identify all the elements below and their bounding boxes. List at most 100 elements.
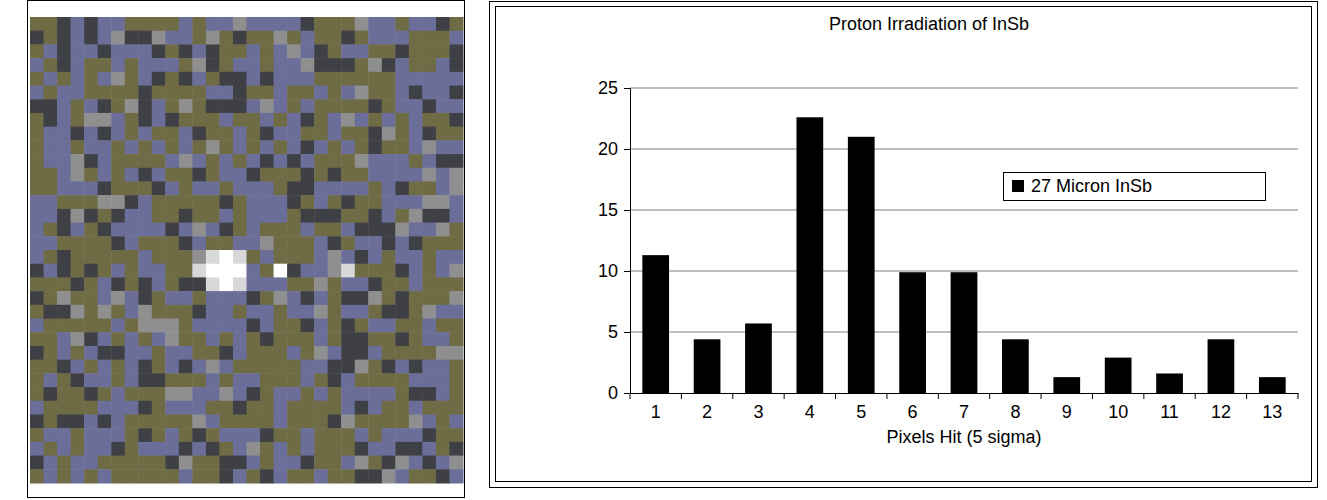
image-pixel: [422, 414, 436, 428]
image-pixel: [382, 373, 396, 387]
image-pixel: [355, 181, 369, 195]
image-pixel: [71, 360, 85, 374]
image-pixel: [30, 113, 44, 127]
image-pixel: [30, 401, 44, 415]
image-pixel: [44, 44, 58, 58]
image-pixel: [98, 113, 112, 127]
image-pixel: [57, 44, 71, 58]
image-pixel: [44, 209, 58, 223]
image-pixel: [314, 99, 328, 113]
image-pixel: [30, 277, 44, 291]
image-pixel: [179, 360, 193, 374]
image-pixel: [98, 442, 112, 456]
image-pixel: [341, 401, 355, 415]
image-pixel: [30, 72, 44, 86]
image-pixel: [179, 277, 193, 291]
image-pixel: [30, 140, 44, 154]
image-pixel: [44, 428, 58, 442]
image-pixel: [301, 264, 315, 278]
x-tick-label: 5: [856, 402, 866, 422]
image-pixel: [260, 401, 274, 415]
image-pixel: [138, 236, 152, 250]
image-pixel: [328, 250, 342, 264]
image-pixel: [409, 387, 423, 401]
y-tick-mark: [624, 88, 630, 89]
y-tick-label: 0: [608, 383, 618, 403]
image-pixel: [30, 428, 44, 442]
image-pixel: [368, 168, 382, 182]
image-pixel: [355, 58, 369, 72]
image-pixel: [125, 44, 139, 58]
y-tick: 0: [608, 383, 630, 403]
image-pixel: [165, 99, 179, 113]
image-pixel: [165, 44, 179, 58]
image-pixel: [98, 44, 112, 58]
image-pixel: [422, 17, 436, 31]
image-pixel: [409, 44, 423, 58]
chart-svg: Proton Irradiation of InSb05101520251234…: [0, 0, 1327, 500]
image-pixel: [395, 72, 409, 86]
image-pixel: [179, 44, 193, 58]
x-tick: 5: [856, 393, 866, 422]
image-pixel: [382, 168, 396, 182]
image-pixel: [206, 195, 220, 209]
image-pixel: [98, 86, 112, 100]
chart-panel-inner-frame: [496, 7, 1312, 482]
x-tick-label: 8: [1010, 402, 1020, 422]
image-pixel: [260, 360, 274, 374]
image-pixel: [44, 140, 58, 154]
chart-panel-frame: [490, 2, 1318, 488]
image-pixel: [192, 44, 206, 58]
image-pixel: [206, 401, 220, 415]
image-pixel: [368, 154, 382, 168]
image-pixel: [314, 264, 328, 278]
image-pixel: [382, 332, 396, 346]
image-pixel: [368, 181, 382, 195]
image-pixel: [179, 113, 193, 127]
image-pixel: [260, 264, 274, 278]
image-pixel: [422, 86, 436, 100]
image-pixel: [395, 209, 409, 223]
image-pixel: [219, 72, 233, 86]
image-pixel: [274, 360, 288, 374]
image-pixel: [30, 223, 44, 237]
image-pixel: [138, 250, 152, 264]
image-pixel: [314, 223, 328, 237]
image-pixel: [409, 86, 423, 100]
image-pixel: [449, 86, 463, 100]
image-pixel: [44, 414, 58, 428]
image-pixel: [98, 127, 112, 141]
image-pixel: [409, 58, 423, 72]
image-pixel: [57, 113, 71, 127]
image-pixel: [247, 264, 261, 278]
image-pixel: [165, 58, 179, 72]
bar: [1053, 377, 1080, 393]
bar: [848, 137, 875, 393]
image-pixel: [341, 86, 355, 100]
category-divider: [886, 393, 887, 399]
image-pixel: [314, 72, 328, 86]
image-pixel: [341, 31, 355, 45]
image-pixel: [165, 428, 179, 442]
image-pixel: [44, 332, 58, 346]
image-pixel: [368, 373, 382, 387]
image-pixel: [436, 236, 450, 250]
image-pixel: [206, 209, 220, 223]
image-pixel: [314, 456, 328, 470]
y-tick-label: 25: [598, 78, 618, 98]
image-pixel: [98, 387, 112, 401]
image-pixel: [409, 428, 423, 442]
x-tick-label: 4: [805, 402, 815, 422]
bar: [745, 323, 772, 393]
image-pixel: [57, 236, 71, 250]
image-pixel: [409, 127, 423, 141]
image-pixel: [355, 113, 369, 127]
image-pixel: [409, 113, 423, 127]
image-pixel: [355, 387, 369, 401]
image-pixel: [206, 113, 220, 127]
image-pixel: [341, 113, 355, 127]
category-divider: [681, 393, 682, 399]
image-pixel: [368, 86, 382, 100]
image-pixel: [355, 72, 369, 86]
image-pixel: [409, 277, 423, 291]
